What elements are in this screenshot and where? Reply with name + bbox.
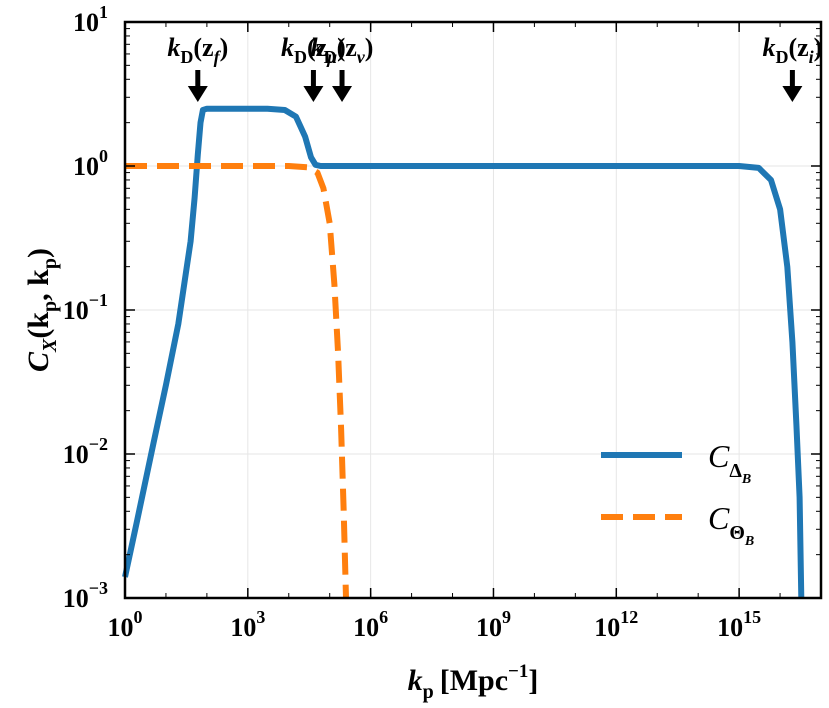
legend-label-c-delta-b: CΔB (708, 438, 751, 487)
y-tick-label: 101 (73, 2, 108, 37)
legend-label-c-theta-b: CΘB (708, 500, 754, 549)
down-arrow-icon (187, 86, 208, 102)
x-tick-label: 1012 (594, 607, 638, 642)
x-axis-title: kp [Mpc−1] (408, 661, 539, 703)
x-tick-label: 109 (476, 607, 511, 642)
series-line-c-theta-b (125, 163, 349, 599)
annotation-label: kD(zν) (311, 33, 374, 67)
series-layer (122, 105, 805, 599)
x-tick-label: 103 (230, 607, 265, 642)
annotation-kd-μ: kD(zμ) (281, 33, 346, 102)
y-tick-label: 10−2 (63, 434, 108, 469)
y-axis-title: CX(kp, kp) (22, 248, 61, 372)
x-tick-label: 106 (353, 607, 388, 642)
y-tick-label: 10−3 (63, 578, 108, 613)
down-arrow-icon (782, 86, 803, 102)
annotation-label: kD(zf) (167, 33, 228, 67)
x-tick-label: 100 (108, 607, 143, 642)
annotation-kd-i: kD(zi) (762, 33, 822, 102)
down-arrow-icon (303, 86, 324, 102)
x-tick-label: 1015 (717, 607, 761, 642)
down-arrow-icon (332, 86, 353, 102)
series-line-c-delta-b (122, 105, 805, 599)
legend: CΔB CΘB (601, 438, 754, 549)
annotations: kD(zf) kD(zμ)kD(zν) kD(zi) (167, 33, 822, 102)
annotation-kd-ν: kD(zν) (311, 33, 374, 102)
tick-labels: 100 103 106 109 1012 1015 10−3 10−2 10−1 100 101 (63, 2, 761, 642)
ticks (124, 21, 822, 599)
annotation-label: kD(zμ) (281, 33, 346, 67)
annotation-label: kD(zi) (762, 33, 822, 67)
annotation-kd-f: kD(zf) (167, 33, 228, 102)
y-tick-label: 100 (73, 146, 108, 181)
y-tick-label: 10−1 (63, 290, 108, 325)
